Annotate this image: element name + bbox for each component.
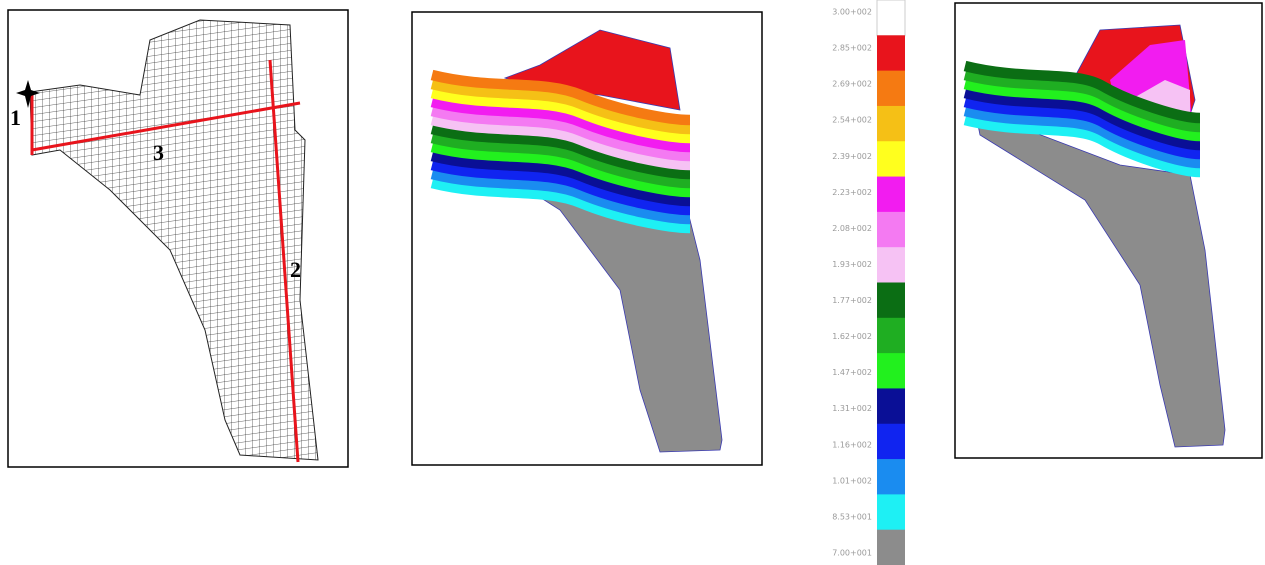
- colorbar-label: 2.69+002: [832, 80, 872, 89]
- colorbar-label: 1.31+002: [832, 404, 872, 413]
- colorbar: 3.00+002 2.85+002 2.69+002 2.54+002 2.39+002…: [832, 0, 905, 565]
- colorbar-band: [877, 212, 905, 248]
- colorbar-label: 2.39+002: [832, 152, 872, 161]
- colorbar-label: 1.01+002: [832, 476, 872, 485]
- colorbar-band: [877, 71, 905, 107]
- colorbar-band: [877, 494, 905, 530]
- colorbar-band: [877, 388, 905, 424]
- colorbar-label: 3.00+002: [832, 8, 872, 17]
- path-label: 2: [290, 257, 301, 282]
- colorbar-band: [877, 353, 905, 389]
- colorbar-band: [877, 530, 905, 565]
- mesh-panel: 1 2 3: [8, 10, 348, 467]
- result-panel: [412, 12, 762, 465]
- colorbar-band: [877, 283, 905, 319]
- colorbar-band: [877, 35, 905, 71]
- figure: 1 2 3 3.00+002 2.85+002 2.69+002 2.54+002 2.…: [0, 0, 1265, 565]
- colorbar-band: [877, 247, 905, 283]
- path-label: 3: [153, 140, 164, 165]
- colorbar-label: 1.16+002: [832, 440, 872, 449]
- colorbar-label: 1.93+002: [832, 260, 872, 269]
- colorbar-band: [877, 106, 905, 142]
- colorbar-label: 2.08+002: [832, 224, 872, 233]
- colorbar-label: 2.85+002: [832, 44, 872, 53]
- colorbar-label: 1.47+002: [832, 368, 872, 377]
- colorbar-band: [877, 141, 905, 177]
- result-panel: [955, 3, 1262, 458]
- colorbar-band: [877, 459, 905, 495]
- colorbar-band: [877, 318, 905, 354]
- colorbar-label: 1.62+002: [832, 332, 872, 341]
- path-label: 1: [10, 105, 21, 130]
- colorbar-label: 1.77+002: [832, 296, 872, 305]
- colorbar-band: [877, 177, 905, 213]
- colorbar-label: 2.23+002: [832, 188, 872, 197]
- colorbar-band: [877, 0, 905, 36]
- colorbar-label: 7.00+001: [832, 549, 872, 558]
- colorbar-label: 8.53+001: [832, 512, 872, 521]
- colorbar-band: [877, 424, 905, 460]
- colorbar-label: 2.54+002: [832, 116, 872, 125]
